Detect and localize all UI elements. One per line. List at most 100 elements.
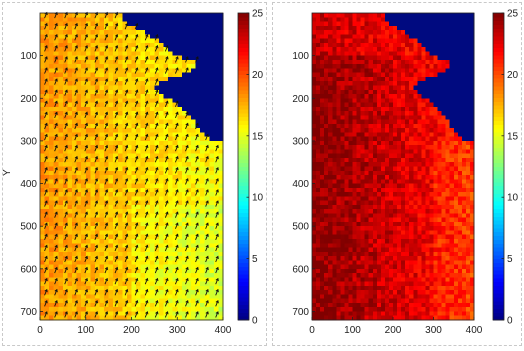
heatmap-cell — [131, 55, 137, 61]
heatmap-cell — [126, 209, 132, 214]
heatmap-cell — [312, 85, 317, 91]
heatmap-cell — [76, 234, 82, 240]
heatmap-cell — [204, 153, 210, 159]
heatmap-cell — [76, 59, 82, 65]
wind-arrow — [154, 256, 158, 263]
heatmap-cell — [364, 25, 370, 31]
wind-arrowhead — [145, 244, 149, 248]
heatmap-cell — [40, 42, 45, 48]
heatmap-cell — [360, 145, 366, 150]
heatmap-cell — [158, 179, 164, 184]
heatmap-cell — [67, 192, 73, 197]
wind-arrowhead — [54, 166, 58, 171]
heatmap-cell — [40, 17, 45, 22]
heatmap-cell — [324, 153, 329, 159]
wind-arrow — [104, 89, 108, 96]
heatmap-cell — [85, 68, 91, 74]
wind-arrow — [195, 123, 199, 130]
heatmap-cell — [94, 268, 100, 274]
wind-arrowhead — [205, 233, 209, 237]
heatmap-cell — [131, 230, 137, 236]
heatmap-cell — [218, 315, 224, 321]
wind-arrow — [64, 112, 68, 119]
heatmap-cell — [163, 25, 169, 31]
heatmap-cell — [58, 196, 64, 202]
heatmap-cell — [108, 59, 114, 65]
heatmap-cell — [195, 234, 201, 240]
heatmap-cell — [312, 230, 317, 236]
heatmap-cell — [117, 140, 123, 146]
wind-arrow — [185, 267, 189, 274]
heatmap-cell — [40, 307, 45, 312]
wind-arrowhead — [54, 22, 58, 27]
colorbar-segment — [238, 78, 249, 83]
heatmap-cell — [364, 149, 370, 155]
wind-arrow — [185, 145, 189, 152]
heatmap-cell — [140, 111, 146, 116]
wind-arrowhead — [114, 200, 119, 204]
heatmap-cell — [316, 294, 321, 300]
heatmap-cell — [356, 196, 361, 202]
heatmap-cell — [145, 38, 151, 44]
heatmap-cell — [348, 94, 353, 99]
wind-arrow — [44, 23, 48, 30]
heatmap-cell — [312, 89, 317, 95]
heatmap-cell — [324, 213, 329, 219]
heatmap-cell — [49, 34, 55, 39]
heatmap-cell — [177, 238, 183, 244]
heatmap-cell — [62, 145, 68, 150]
heatmap-cell — [200, 170, 206, 176]
heatmap-cell — [332, 21, 337, 27]
heatmap-cell — [85, 204, 91, 210]
heatmap-cell — [195, 294, 201, 300]
heatmap-cell — [108, 256, 114, 261]
wind-arrowhead — [54, 222, 58, 226]
wind-arrow — [144, 223, 148, 229]
heatmap-cell — [344, 136, 349, 142]
wind-arrowhead — [165, 277, 169, 282]
heatmap-cell — [320, 34, 325, 39]
wind-arrow — [64, 156, 68, 163]
heatmap-cell — [320, 213, 325, 219]
heatmap-cell — [364, 21, 370, 27]
wind-arrowhead — [64, 45, 68, 49]
heatmap-cell — [368, 132, 374, 138]
heatmap-cell — [218, 68, 224, 74]
wind-arrowhead — [155, 211, 159, 215]
heatmap-cell — [200, 192, 206, 197]
wind-arrowhead — [145, 178, 149, 182]
heatmap-cell — [163, 106, 169, 112]
heatmap-cell — [158, 128, 164, 133]
heatmap-cell — [218, 132, 224, 138]
heatmap-cell — [104, 260, 110, 265]
wind-arrow — [84, 278, 88, 285]
heatmap-cell — [122, 307, 128, 312]
heatmap-cell — [94, 13, 100, 18]
wind-arrow — [44, 45, 48, 52]
heatmap-cell — [44, 136, 50, 142]
heatmap-cell — [316, 128, 321, 133]
heatmap-cell — [62, 311, 68, 317]
heatmap-cell — [324, 123, 329, 129]
wind-arrowhead — [175, 244, 179, 248]
heatmap-cell — [131, 153, 137, 159]
heatmap-cell — [62, 200, 68, 206]
heatmap-cell — [62, 209, 68, 214]
wind-arrowhead — [44, 266, 48, 271]
heatmap-cell — [213, 264, 219, 270]
heatmap-cell — [104, 59, 110, 65]
wind-arrowhead — [135, 45, 139, 49]
heatmap-cell — [316, 256, 321, 261]
heatmap-cell — [158, 273, 164, 278]
heatmap-cell — [312, 47, 317, 52]
heatmap-cell — [213, 106, 219, 112]
heatmap-cell — [356, 140, 361, 146]
wind-arrowhead — [114, 189, 119, 193]
heatmap-cell — [312, 30, 317, 35]
heatmap-cell — [168, 175, 174, 180]
wind-arrow — [84, 101, 88, 107]
wind-arrow — [144, 34, 148, 41]
heatmap-cell — [340, 157, 345, 163]
heatmap-cell — [85, 94, 91, 99]
heatmap-cell — [136, 238, 142, 244]
